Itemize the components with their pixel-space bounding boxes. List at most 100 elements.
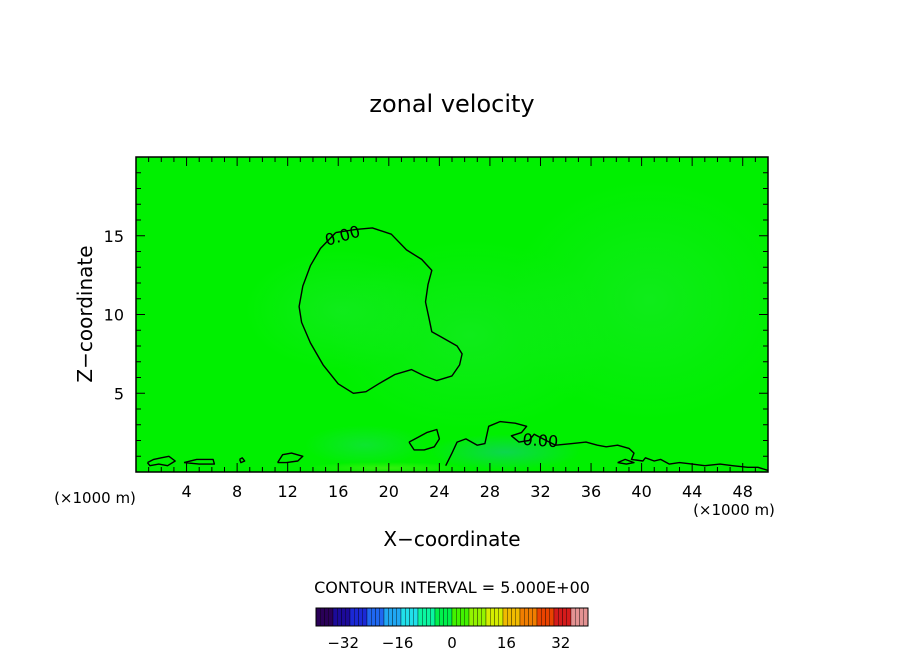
colorbar-cell	[549, 607, 555, 627]
colorbar-cell	[451, 607, 457, 627]
chart-title: zonal velocity	[369, 90, 534, 118]
x-axis-label: X−coordinate	[383, 527, 520, 551]
colorbar-cell	[430, 607, 436, 627]
colorbar-tick-label: 32	[551, 634, 570, 652]
colorbar-cell	[468, 607, 474, 627]
colorbar-cell	[439, 607, 444, 627]
x-tick-label: 20	[379, 482, 399, 501]
colorbar-cell	[383, 607, 389, 627]
contour-line	[183, 458, 216, 465]
colorbar-cell	[388, 607, 393, 627]
colorbar-cell	[447, 607, 453, 627]
colorbar-cell	[473, 607, 478, 627]
y-unit-label: (×1000 m)	[54, 489, 136, 507]
colorbar-tick-label: 16	[497, 634, 516, 652]
velocity-shading	[245, 180, 768, 472]
colorbar-cell	[392, 607, 397, 627]
colorbar-cell	[541, 607, 546, 627]
colorbar-cell	[545, 607, 550, 627]
colorbar-cell	[566, 607, 572, 627]
colorbar-cell	[366, 607, 372, 627]
colorbar-cell	[498, 607, 504, 627]
contour-line	[617, 458, 635, 465]
colorbar-cell	[464, 607, 470, 627]
colorbar-labels: −32 −16 0 16 32	[327, 634, 570, 652]
colorbar-cell	[494, 607, 499, 627]
x-tick-label: 28	[480, 482, 500, 501]
colorbar-cell	[337, 607, 342, 627]
colorbar-cell	[536, 607, 542, 627]
x-tick-label: 40	[631, 482, 651, 501]
colorbar-cell	[434, 607, 440, 627]
x-tick-label: 24	[429, 482, 449, 501]
x-tick-label: 12	[278, 482, 298, 501]
x-tick-label: 32	[530, 482, 550, 501]
y-tick-label: 15	[104, 227, 124, 246]
colorbar-cell	[570, 607, 576, 627]
shading-right-field	[510, 180, 768, 420]
colorbar-cell	[579, 607, 584, 627]
x-tick-label: 16	[328, 482, 348, 501]
colorbar-cell	[362, 607, 368, 627]
colorbar-cell	[328, 607, 334, 627]
colorbar-cell	[400, 607, 406, 627]
x-tick-label: 44	[682, 482, 702, 501]
colorbar-cell	[324, 607, 329, 627]
colorbar-cell	[456, 607, 461, 627]
y-tick-labels: 5 10 15	[104, 227, 124, 404]
x-unit-label: (×1000 m)	[693, 501, 775, 519]
contour-interval-text: CONTOUR INTERVAL = 5.000E+00	[314, 578, 590, 597]
colorbar-cell	[354, 607, 359, 627]
colorbar-cell	[490, 607, 495, 627]
colorbar-cell	[315, 607, 321, 627]
colorbar-cell	[371, 607, 376, 627]
y-axis-label: Z−coordinate	[73, 245, 97, 382]
colorbar-cell	[341, 607, 346, 627]
colorbar-cell	[426, 607, 431, 627]
colorbar-cell	[528, 607, 533, 627]
colorbar-cell	[409, 607, 414, 627]
colorbar-cell	[502, 607, 508, 627]
colorbar-tick-label: −32	[327, 634, 359, 652]
axis-ticks	[136, 157, 768, 472]
colorbar-cell	[562, 607, 567, 627]
colorbar-frame	[315, 607, 589, 627]
colorbar-cell	[477, 607, 482, 627]
contour-line	[445, 420, 768, 472]
contour-line	[298, 227, 463, 394]
colorbar-cell	[422, 607, 427, 627]
colorbar-cell	[443, 607, 448, 627]
colorbar-cell	[413, 607, 419, 627]
colorbar-cell	[405, 607, 410, 627]
shading-low-yellow	[305, 462, 465, 472]
y-tick-label: 5	[114, 384, 124, 403]
contour-layer	[146, 227, 768, 472]
x-tick-label: 4	[181, 482, 191, 501]
colorbar-cell	[320, 607, 325, 627]
colorbar-cell	[375, 607, 380, 627]
x-tick-label: 48	[733, 482, 753, 501]
shading-lower-right	[430, 434, 580, 470]
colorbar-tick-label: −16	[382, 634, 414, 652]
x-tick-labels: 4 8 12 16 20 24 28 32 36 40 44 48	[181, 482, 752, 501]
colorbar-cell	[507, 607, 512, 627]
colorbar-cell	[349, 607, 355, 627]
colorbar-tick-label: 0	[447, 634, 457, 652]
contour-line	[277, 452, 304, 464]
contour-line	[146, 455, 176, 467]
contour-label: 0.00	[522, 430, 559, 451]
colorbar-cell	[575, 607, 580, 627]
colorbar-cell	[583, 607, 589, 627]
colorbar-cell	[379, 607, 385, 627]
x-tick-label: 36	[581, 482, 601, 501]
colorbar-cell	[553, 607, 559, 627]
colorbar-cell	[524, 607, 529, 627]
colorbar-cell	[358, 607, 363, 627]
shading-lower-left	[305, 425, 425, 465]
contour-line	[408, 428, 441, 451]
colorbar-cell	[481, 607, 487, 627]
colorbar-cell	[417, 607, 423, 627]
contour-line	[238, 457, 246, 464]
colorbar-cell	[345, 607, 351, 627]
